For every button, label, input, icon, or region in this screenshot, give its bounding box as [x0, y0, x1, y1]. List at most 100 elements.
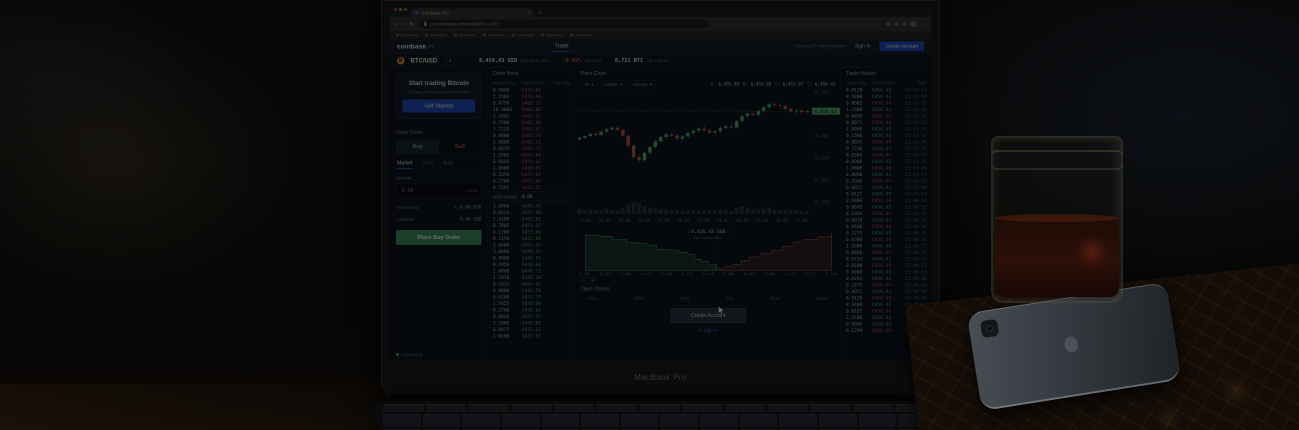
- open-orders-section: Open Orders Size Filled Price Fee Time Status…: [576, 287, 841, 333]
- extension-icon[interactable]: [886, 22, 891, 26]
- order-book-row[interactable]: 0.8940 6437.52-: [493, 314, 571, 320]
- order-book-row[interactable]: 0.9400 6472.01-: [493, 87, 571, 93]
- zoom-in-button[interactable]: +: [588, 277, 597, 284]
- create-account-button[interactable]: Create Account: [879, 41, 924, 51]
- amount-input[interactable]: [400, 187, 465, 194]
- beverage-highlight: [1075, 235, 1109, 269]
- order-book-row[interactable]: 1.6400 6451.95-: [493, 242, 571, 248]
- trade-history-row: 0.7210 6456.43 21:41:33: [846, 146, 927, 152]
- trade-history-row: 0.1875 6456.44 21:40:03: [846, 282, 927, 288]
- sell-tab[interactable]: Sell: [438, 140, 481, 153]
- order-book-row[interactable]: 2.1500 6470.88-: [493, 94, 571, 100]
- get-started-button[interactable]: Get Started: [402, 99, 475, 113]
- sign-in-link[interactable]: Sign In: [854, 43, 871, 49]
- close-window-button[interactable]: [394, 8, 397, 11]
- overlay-dropdown[interactable]: Overlay ▾: [629, 80, 656, 89]
- tab-close-icon[interactable]: ×: [527, 10, 530, 16]
- order-book-row[interactable]: 1.3842 6466.51-: [493, 113, 571, 119]
- keyboard-key: [681, 404, 723, 412]
- trade-history-row: 0.0733 6456.43 21:40:18: [846, 256, 927, 262]
- create-account-cta-button[interactable]: Create Account: [670, 308, 747, 323]
- browser-menu-icon[interactable]: ⋮: [920, 21, 927, 28]
- extension-icon[interactable]: [894, 22, 899, 26]
- trade-history-row: 1.5000 6456.43 21:40:27: [846, 243, 927, 249]
- profile-avatar[interactable]: [910, 21, 917, 27]
- nav-item-trade[interactable]: Trade: [553, 40, 570, 52]
- order-book-row[interactable]: 0.0419 6460.73-: [493, 146, 571, 152]
- order-book-row[interactable]: 4.2700 6457.00-: [493, 178, 571, 184]
- order-book-row[interactable]: 0.2150 6452.88-: [493, 236, 571, 242]
- order-book-row[interactable]: 0.4458 6448.00-: [493, 262, 571, 268]
- order-book-row[interactable]: 0.6100 6441.19-: [493, 294, 571, 300]
- order-book-row[interactable]: 6.0000 6442.50-: [493, 288, 571, 294]
- extension-icon[interactable]: [902, 22, 907, 26]
- tab-stop[interactable]: Stop: [442, 160, 454, 167]
- bookmark-item[interactable]: [483, 33, 505, 37]
- order-book-row[interactable]: 0.0900 6449.51-: [493, 255, 571, 261]
- order-book-row[interactable]: 0.7805 6454.37-: [493, 223, 571, 229]
- order-book-row[interactable]: 1.5025 6440.00-: [493, 301, 571, 307]
- order-book-row[interactable]: 0.3333 6444.02-: [493, 281, 571, 287]
- order-book-row[interactable]: 0.0750 6469.32-: [493, 100, 571, 106]
- bookmark-item[interactable]: [396, 33, 418, 37]
- order-book-row[interactable]: 1.0000 6456.43-: [493, 203, 571, 209]
- promo-subheading: Create your account in minutes: [407, 89, 470, 95]
- svg-text:6,350: 6,350: [815, 156, 829, 162]
- maximize-window-button[interactable]: [404, 8, 407, 11]
- market-selector[interactable]: ▾: [445, 55, 456, 66]
- new-tab-button[interactable]: +: [538, 9, 542, 16]
- sign-in-link-small[interactable]: Sign In: [703, 327, 718, 333]
- order-book-row[interactable]: 0.0475 6435.11-: [493, 327, 571, 333]
- browser-chrome: Coinbase Pro × + ‹ › ↻ pro.coinbase.com: [390, 7, 931, 39]
- minimize-window-button[interactable]: [399, 8, 402, 11]
- interval-dropdown[interactable]: 1h ▾: [581, 80, 597, 89]
- order-book-row[interactable]: 10.0000 6468.00-: [493, 107, 571, 113]
- depth-chart[interactable]: ◂ 6,456.43 USD ▸ Mid Market Price − +: [576, 226, 841, 285]
- order-book-row[interactable]: 0.8000 6462.50-: [493, 133, 571, 139]
- buy-tab[interactable]: Buy: [396, 140, 439, 153]
- order-book-row[interactable]: 0.0524 6455.90-: [493, 210, 571, 216]
- bookmark-item[interactable]: [570, 33, 592, 37]
- order-book-row[interactable]: 3.7219 6463.97-: [493, 126, 571, 132]
- forward-button[interactable]: ›: [402, 20, 404, 28]
- tab-title: Coinbase Pro: [421, 10, 449, 16]
- order-book-row[interactable]: 2.8000 6446.73-: [493, 268, 571, 274]
- order-book-row[interactable]: 2.3100 6455.01-: [493, 216, 571, 222]
- order-book-row[interactable]: 0.5291 6456.52-: [493, 185, 571, 191]
- chart-type-dropdown[interactable]: Candle ▾: [600, 80, 626, 89]
- refresh-button[interactable]: ↻: [409, 20, 415, 28]
- bookmark-item[interactable]: [512, 33, 534, 37]
- amount-label: Amount: [396, 175, 412, 181]
- order-book-row[interactable]: 0.1358 6457.64-: [493, 172, 571, 178]
- bookmark-item[interactable]: [454, 33, 476, 37]
- sign-in-alt: or Sign In: [698, 327, 718, 333]
- order-book-row[interactable]: 2.0000 6458.01-: [493, 165, 571, 171]
- tab-limit[interactable]: Limit: [422, 160, 433, 167]
- order-book-row[interactable]: 1.1970 6445.38-: [493, 275, 571, 281]
- back-button[interactable]: ‹: [395, 20, 397, 28]
- order-book-row[interactable]: 1.2506 6459.84-: [493, 152, 571, 158]
- address-bar[interactable]: pro.coinbase.com/trade/BTC-USD: [419, 19, 710, 29]
- order-book-row[interactable]: 0.2700 6438.84-: [493, 307, 571, 313]
- depth-zoom-control: − +: [580, 277, 597, 285]
- order-book-row[interactable]: 0.2500 6465.00-: [493, 120, 571, 126]
- order-book-row[interactable]: 1.0260 6433.97-: [493, 333, 571, 339]
- order-book-row[interactable]: 5.1200 6453.60-: [493, 229, 571, 235]
- svg-text:6,400: 6,400: [815, 134, 829, 140]
- bookmark-item[interactable]: [541, 33, 563, 37]
- tab-market[interactable]: Market: [396, 159, 414, 169]
- svg-text:6,456.43: 6,456.43: [815, 109, 837, 115]
- zoom-out-button[interactable]: −: [580, 277, 589, 284]
- order-book-row[interactable]: 0.6666 6458.92-: [493, 159, 571, 165]
- order-book-row[interactable]: 3.1000 6436.00-: [493, 320, 571, 326]
- order-book-row[interactable]: 3.0000 6450.42-: [493, 249, 571, 255]
- buy-sell-toggle: Buy Sell: [396, 139, 482, 154]
- order-book-row[interactable]: 5.0000 6461.11-: [493, 139, 571, 145]
- place-buy-order-button[interactable]: Place Buy Order: [396, 230, 482, 245]
- trade-history-row: 0.6000 6456.43 21:40:11: [846, 269, 927, 275]
- bookmark-item[interactable]: [425, 33, 447, 37]
- browser-tab[interactable]: Coinbase Pro ×: [411, 8, 534, 17]
- trade-history-row: 2.0000 6456.43 21:41:47: [846, 126, 927, 132]
- exchange-logo[interactable]: coinbase: [397, 42, 426, 50]
